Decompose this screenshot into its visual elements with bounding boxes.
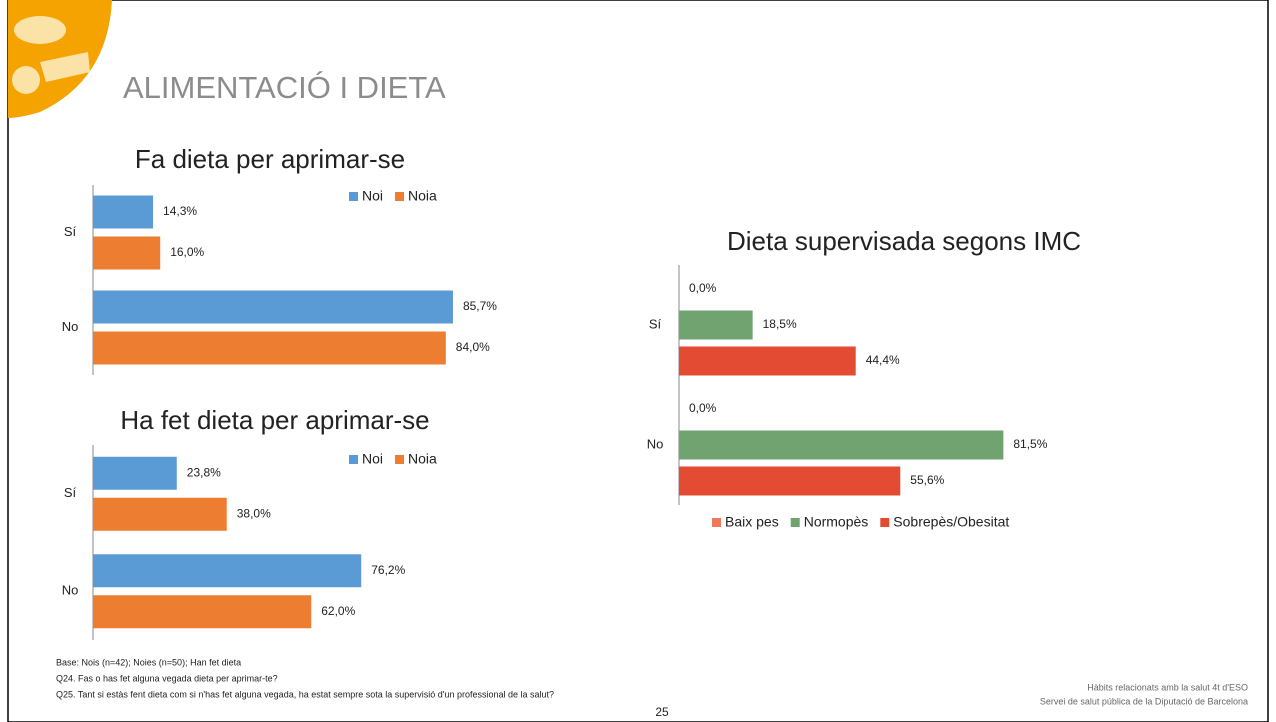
value-label: 85,7% [463,299,497,313]
slide-title: ALIMENTACIÓ I DIETA [123,70,446,105]
bar [679,347,856,376]
bar [93,554,361,587]
chart-title: Ha fet dieta per aprimar-se [120,405,429,435]
bar [93,332,446,365]
note: Base: Nois (n=42); Noies (n=50); Han fet… [56,657,241,667]
category-label: No [62,583,79,598]
chart-title: Dieta supervisada segons IMC [727,226,1081,256]
bar [93,498,227,531]
bar [93,196,153,229]
legend-label: Noia [408,451,437,467]
legend-swatch [395,192,404,201]
legend-label: Normopès [804,514,869,530]
value-label: 0,0% [689,401,717,415]
value-label: 76,2% [371,563,405,577]
value-label: 62,0% [321,604,355,618]
slide: ALIMENTACIÓ I DIETA Base: Nois (n=42); N… [0,0,1276,722]
bar [679,431,1003,460]
legend-label: Noi [362,451,383,467]
value-label: 16,0% [170,245,204,259]
legend-swatch [712,518,721,527]
chart-title: Fa dieta per aprimar-se [135,144,405,174]
category-label: No [62,319,79,334]
bar [93,595,311,628]
note: Q25. Tant si estàs fent dieta com si n'h… [56,689,554,699]
footer-text: Hàbits relacionats amb la salut 4t d'ESO [1087,682,1248,692]
category-label: No [647,436,664,451]
legend-swatch [791,518,800,527]
page-number: 25 [655,705,669,719]
legend-label: Noia [408,188,437,204]
legend-label: Sobrepès/Obesitat [893,514,1009,530]
value-label: 44,4% [866,353,900,367]
value-label: 18,5% [763,317,797,331]
legend-swatch [880,518,889,527]
legend-swatch [395,455,404,464]
bar [679,467,900,496]
value-label: 14,3% [163,204,197,218]
footer-text: Servei de salut pública de la Diputació … [1040,696,1248,706]
legend-swatch [349,455,358,464]
bar [679,311,753,340]
bar [93,237,160,270]
value-label: 23,8% [187,465,221,479]
bar [93,291,453,324]
value-label: 55,6% [910,473,944,487]
value-label: 38,0% [237,506,271,520]
value-label: 84,0% [456,340,490,354]
bar [93,457,177,490]
legend-label: Noi [362,188,383,204]
category-label: Sí [64,224,77,239]
category-label: Sí [649,316,662,331]
apple-icon [12,66,40,94]
legend-swatch [349,192,358,201]
legend-label: Baix pes [725,514,779,530]
burger-icon [14,16,66,44]
note: Q24. Fas o has fet alguna vegada dieta p… [56,673,278,683]
value-label: 81,5% [1013,437,1047,451]
category-label: Sí [64,485,77,500]
value-label: 0,0% [689,281,717,295]
